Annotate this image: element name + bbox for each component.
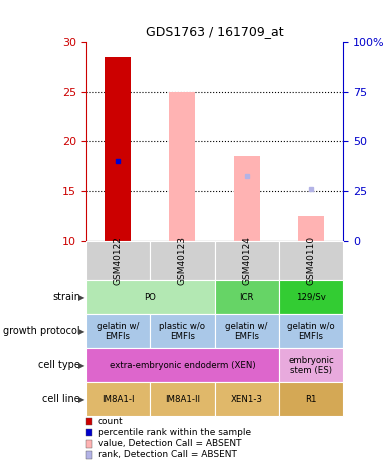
Text: cell line: cell line (42, 394, 80, 404)
Text: count: count (98, 417, 124, 426)
Text: gelatin w/o
EMFIs: gelatin w/o EMFIs (287, 322, 335, 341)
Bar (298, 216, 324, 241)
Title: GDS1763 / 161709_at: GDS1763 / 161709_at (146, 25, 283, 38)
Text: extra-embryonic endoderm (XEN): extra-embryonic endoderm (XEN) (110, 361, 255, 370)
Text: GSM40123: GSM40123 (178, 236, 187, 285)
Text: XEN1-3: XEN1-3 (230, 395, 263, 404)
Text: GSM40110: GSM40110 (307, 236, 316, 285)
Text: ICR: ICR (239, 293, 254, 302)
Text: ▶: ▶ (78, 361, 84, 370)
Text: ▶: ▶ (78, 395, 84, 404)
Text: strain: strain (52, 292, 80, 302)
Text: ▶: ▶ (78, 327, 84, 336)
Text: plastic w/o
EMFIs: plastic w/o EMFIs (160, 322, 205, 341)
Text: rank, Detection Call = ABSENT: rank, Detection Call = ABSENT (98, 450, 237, 459)
Text: IM8A1-I: IM8A1-I (102, 395, 134, 404)
Text: growth protocol: growth protocol (4, 326, 80, 336)
Text: 129/Sv: 129/Sv (296, 293, 326, 302)
Text: value, Detection Call = ABSENT: value, Detection Call = ABSENT (98, 439, 241, 448)
Text: GSM40122: GSM40122 (113, 236, 122, 285)
Bar (169, 92, 195, 241)
Text: ▶: ▶ (78, 293, 84, 302)
Bar (234, 156, 259, 241)
Text: IM8A1-II: IM8A1-II (165, 395, 200, 404)
Text: GSM40124: GSM40124 (242, 236, 251, 285)
Text: R1: R1 (305, 395, 317, 404)
Text: percentile rank within the sample: percentile rank within the sample (98, 428, 251, 437)
Text: gelatin w/
EMFIs: gelatin w/ EMFIs (97, 322, 139, 341)
Bar (105, 57, 131, 241)
Text: cell type: cell type (38, 360, 80, 370)
Text: embryonic
stem (ES): embryonic stem (ES) (288, 356, 334, 375)
Text: PO: PO (144, 293, 156, 302)
Text: gelatin w/
EMFIs: gelatin w/ EMFIs (225, 322, 268, 341)
